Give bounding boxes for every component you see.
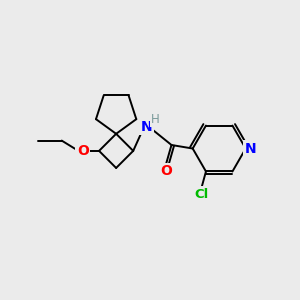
Text: H: H (151, 112, 160, 126)
Text: O: O (160, 164, 172, 178)
Text: O: O (77, 144, 89, 158)
Text: N: N (140, 120, 152, 134)
Text: N: N (245, 142, 256, 155)
Text: Cl: Cl (194, 188, 209, 201)
